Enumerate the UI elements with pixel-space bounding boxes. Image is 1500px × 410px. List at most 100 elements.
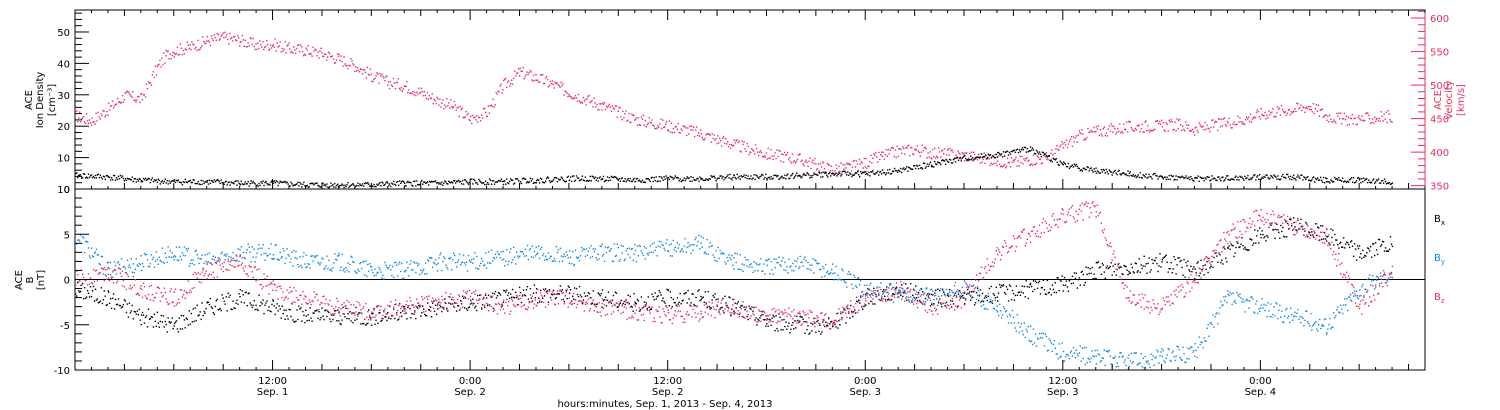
bx-series-point bbox=[575, 287, 578, 290]
bx-series-point bbox=[874, 303, 876, 305]
bx-series-point bbox=[637, 300, 640, 302]
velocity-series-point bbox=[352, 63, 354, 65]
ion-density-series-point bbox=[600, 178, 602, 181]
ion-density-series-point bbox=[773, 174, 775, 177]
velocity-series-point bbox=[950, 150, 952, 152]
by-series-point bbox=[412, 269, 414, 271]
velocity-series-point bbox=[1349, 117, 1351, 119]
ion-density-series-point bbox=[319, 186, 321, 188]
by-series-point bbox=[285, 257, 287, 259]
velocity-series-point bbox=[107, 102, 110, 104]
velocity-series-point bbox=[1098, 134, 1101, 137]
velocity-series-point bbox=[1249, 113, 1252, 115]
by-series-point bbox=[694, 238, 696, 241]
ion-density-series-point bbox=[1158, 176, 1160, 178]
velocity-series-point bbox=[417, 93, 419, 95]
velocity-series-point bbox=[1128, 120, 1131, 123]
bx-series-point bbox=[1013, 299, 1016, 301]
ion-density-series-point bbox=[283, 181, 285, 183]
bx-series-point bbox=[540, 301, 543, 303]
by-series-point bbox=[411, 269, 413, 271]
velocity-series-point bbox=[327, 51, 330, 53]
bx-series-point bbox=[1080, 271, 1082, 273]
ion-density-series-point bbox=[981, 156, 984, 159]
velocity-series-point bbox=[820, 166, 823, 168]
by-series-point bbox=[695, 236, 697, 239]
bx-series-point bbox=[1293, 217, 1295, 219]
velocity-series-point bbox=[387, 80, 390, 83]
ion-density-series-point bbox=[145, 179, 148, 181]
velocity-series-point bbox=[799, 153, 801, 155]
velocity-series-point bbox=[314, 48, 316, 50]
ion-density-series-point bbox=[207, 183, 210, 185]
ion-density-series-point bbox=[815, 173, 817, 175]
velocity-series-point bbox=[922, 150, 924, 152]
bx-series-point bbox=[956, 305, 959, 308]
bx-series-point bbox=[1338, 247, 1340, 249]
bx-series-point bbox=[547, 301, 550, 303]
velocity-series-point bbox=[146, 88, 149, 90]
velocity-series-point bbox=[111, 100, 114, 102]
velocity-series-point bbox=[127, 91, 129, 93]
by-series-point bbox=[861, 291, 863, 293]
velocity-series-point bbox=[84, 122, 87, 125]
by-series-point bbox=[851, 283, 853, 286]
by-series-point bbox=[219, 259, 221, 261]
bx-series-point bbox=[249, 302, 251, 304]
bx-series-point bbox=[542, 288, 545, 290]
by-series-point bbox=[266, 255, 268, 257]
ion-density-series-point bbox=[224, 181, 226, 183]
bx-series-point bbox=[233, 307, 235, 309]
by-series-point bbox=[617, 246, 619, 249]
bx-series-point bbox=[461, 295, 464, 297]
bx-series-point bbox=[1007, 300, 1010, 302]
by-series-point bbox=[229, 261, 231, 263]
velocity-series-point bbox=[625, 110, 627, 112]
bx-series-point bbox=[1212, 266, 1214, 268]
velocity-series-point bbox=[644, 119, 646, 122]
bx-series-point bbox=[820, 333, 822, 335]
ion-density-series-point bbox=[1208, 176, 1210, 178]
ion-density-series-point bbox=[332, 183, 334, 186]
ion-density-series-point bbox=[986, 157, 989, 159]
bx-series-point bbox=[720, 307, 722, 309]
bx-series-point bbox=[790, 328, 792, 331]
by-series-point bbox=[526, 244, 529, 247]
ion-density-series-point bbox=[262, 180, 264, 182]
ion-density-series-point bbox=[85, 176, 88, 178]
velocity-series-point bbox=[924, 146, 926, 148]
bx-series-point bbox=[315, 310, 317, 312]
velocity-series-point bbox=[330, 56, 333, 58]
velocity-series-point bbox=[432, 102, 434, 105]
by-series-point bbox=[641, 252, 644, 254]
velocity-series-point bbox=[751, 148, 753, 150]
by-series-point bbox=[521, 251, 524, 253]
velocity-series-point bbox=[755, 147, 758, 150]
by-series-point bbox=[441, 269, 443, 272]
bx-series-point bbox=[1160, 266, 1162, 268]
velocity-series-point bbox=[966, 152, 968, 154]
velocity-series-point bbox=[1111, 125, 1113, 127]
ion-density-series-point bbox=[373, 183, 375, 186]
bx-series-point bbox=[940, 303, 942, 305]
by-series-point bbox=[661, 244, 663, 246]
velocity-series-point bbox=[295, 47, 298, 50]
by-series-point bbox=[208, 252, 211, 254]
bx-series-point bbox=[190, 312, 192, 315]
ion-density-series-point bbox=[516, 178, 519, 180]
by-series-point bbox=[688, 245, 690, 248]
velocity-series-point bbox=[1230, 127, 1232, 129]
by-series-point bbox=[296, 257, 298, 260]
by-series-point bbox=[97, 254, 100, 256]
velocity-series-point bbox=[1104, 134, 1106, 137]
by-series-point bbox=[398, 263, 400, 265]
bx-series-point bbox=[122, 304, 125, 306]
bx-series-point bbox=[813, 317, 815, 320]
bx-series-point bbox=[929, 305, 932, 307]
bx-series-point bbox=[1060, 280, 1062, 282]
by-series-point bbox=[179, 255, 182, 257]
bx-series-point bbox=[825, 321, 827, 323]
ion-density-series-point bbox=[284, 180, 286, 183]
velocity-series-point bbox=[752, 149, 754, 151]
bx-series-point bbox=[184, 327, 186, 329]
